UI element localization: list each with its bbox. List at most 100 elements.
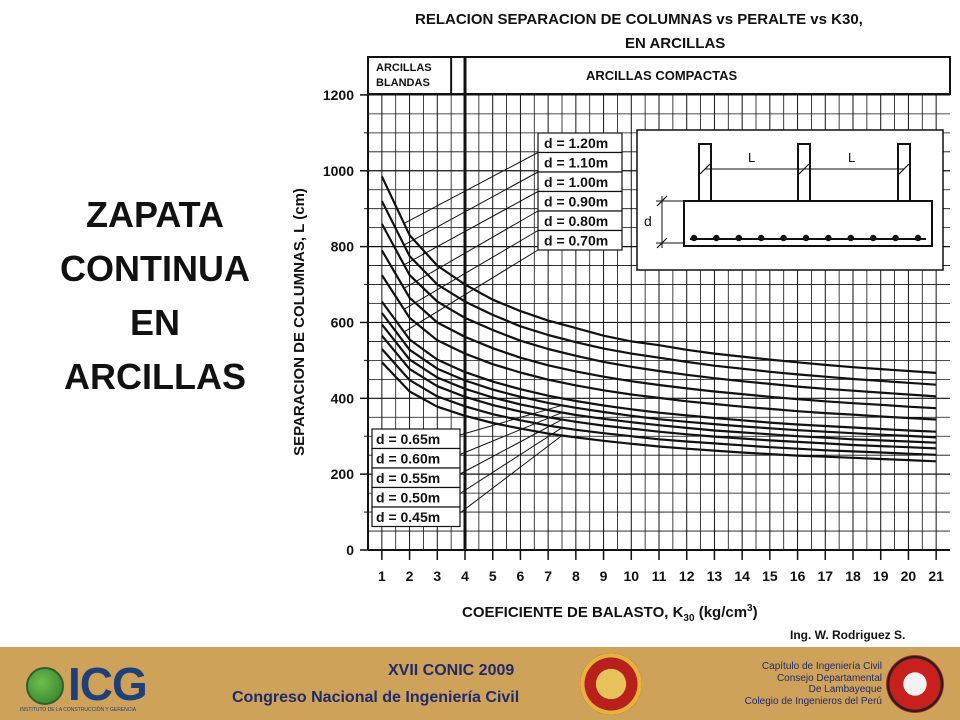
x-tick-label: 21 bbox=[928, 568, 944, 584]
chart-title-line-2: EN ARCILLAS bbox=[625, 35, 725, 52]
legend-label: d = 0.65m bbox=[376, 431, 440, 447]
y-tick-label: 400 bbox=[331, 390, 355, 406]
zone-compact-label: ARCILLAS COMPACTAS bbox=[586, 68, 738, 83]
x-axis-label-part: (kg/cm bbox=[695, 604, 748, 621]
y-axis-label: SEPARACION DE COLUMNAS, L (cm) bbox=[291, 188, 308, 456]
credit-label: Ing. W. Rodriguez S. bbox=[790, 628, 905, 642]
slide-title-line: ZAPATA bbox=[86, 194, 224, 235]
legend-label: d = 1.10m bbox=[544, 155, 608, 171]
icg-logo-subtitle: INSTITUTO DE LA CONSTRUCCIÓN Y GERENCIA bbox=[20, 707, 137, 713]
x-tick-label: 14 bbox=[734, 568, 750, 584]
legend-label: d = 0.80m bbox=[544, 213, 608, 229]
rebar-dot bbox=[825, 234, 832, 242]
x-tick-label: 12 bbox=[679, 568, 695, 584]
inset-depth-label: d bbox=[644, 213, 652, 229]
chapter-info: Capítulo de Ingeniería Civil Consejo Dep… bbox=[745, 661, 882, 707]
series-line bbox=[381, 312, 937, 439]
series-line bbox=[380, 200, 937, 386]
rebar-dot bbox=[892, 234, 899, 242]
x-tick-label: 2 bbox=[406, 568, 414, 584]
rebar-dot bbox=[802, 234, 810, 242]
rebar-dot bbox=[758, 234, 765, 242]
x-tick-label: 15 bbox=[762, 568, 778, 584]
x-tick-label: 1 bbox=[378, 568, 386, 584]
x-tick-label: 11 bbox=[652, 568, 667, 584]
series-line bbox=[380, 223, 937, 398]
legend-label: d = 0.55m bbox=[376, 470, 440, 486]
chart-title: RELACION SEPARACION DE COLUMNAS vs PERAL… bbox=[415, 11, 863, 52]
y-tick-label: 800 bbox=[331, 239, 355, 255]
event-name: XVII CONIC 2009 bbox=[388, 662, 515, 679]
x-axis-label-part: 3 bbox=[747, 603, 753, 614]
rebar-dot bbox=[690, 234, 698, 242]
x-tick-label: 6 bbox=[517, 568, 525, 584]
legend-leader-line bbox=[459, 427, 563, 494]
series-line bbox=[381, 323, 937, 444]
legend-leader-line bbox=[403, 210, 539, 289]
series-line bbox=[380, 249, 937, 410]
legend-leader-line bbox=[459, 404, 563, 436]
legend-label: d = 1.20m bbox=[544, 135, 608, 151]
legend-box bbox=[537, 229, 623, 251]
legend-label: d = 0.60m bbox=[376, 451, 440, 467]
slide-title-line: ARCILLAS bbox=[64, 356, 246, 397]
x-axis-label-part: ) bbox=[753, 604, 758, 621]
inset-span-label: L bbox=[848, 150, 855, 165]
inset-span-label: L bbox=[748, 150, 755, 165]
legend-leader-line bbox=[403, 171, 539, 246]
series-line bbox=[381, 348, 937, 456]
slide-title-line: CONTINUA bbox=[60, 248, 250, 289]
legend-leader-line bbox=[403, 191, 539, 266]
rebar-dot bbox=[870, 234, 877, 242]
chapter-line: Consejo Departamental bbox=[776, 672, 882, 684]
x-tick-label: 4 bbox=[461, 568, 469, 584]
legend-leader-line bbox=[403, 249, 539, 333]
x-tick-label: 7 bbox=[544, 568, 552, 584]
rebar-dot bbox=[914, 234, 922, 242]
x-tick-label: 3 bbox=[433, 568, 441, 584]
conic-seal-icon bbox=[580, 653, 642, 715]
x-axis-label: COEFICIENTE DE BALASTO, K30 (kg/cm3) bbox=[462, 603, 758, 624]
legend-label: d = 1.00m bbox=[544, 174, 608, 190]
x-tick-label: 16 bbox=[790, 568, 806, 584]
rebar-dot bbox=[713, 234, 720, 242]
x-tick-label: 10 bbox=[623, 568, 639, 584]
legend-label: d = 0.50m bbox=[376, 490, 440, 506]
legend-label: d = 0.70m bbox=[544, 233, 608, 249]
y-tick-label: 1000 bbox=[323, 163, 354, 179]
globe-icon bbox=[26, 667, 64, 705]
legend-leader-line bbox=[403, 152, 539, 224]
curves bbox=[380, 176, 937, 463]
rebar-dot bbox=[780, 234, 787, 242]
y-tick-label: 0 bbox=[346, 542, 354, 558]
legend-leader-line bbox=[459, 435, 563, 514]
x-tick-label: 20 bbox=[901, 568, 917, 584]
legend-label: d = 0.45m bbox=[376, 509, 440, 525]
x-tick-label: 13 bbox=[707, 568, 723, 584]
footer-bar: ICG INSTITUTO DE LA CONSTRUCCIÓN Y GEREN… bbox=[0, 647, 960, 720]
icg-logo: ICG INSTITUTO DE LA CONSTRUCCIÓN Y GEREN… bbox=[20, 659, 164, 715]
legend-leader-line bbox=[403, 230, 539, 310]
rebar-dot bbox=[847, 234, 854, 242]
x-tick-label: 9 bbox=[600, 568, 608, 584]
legend: d = 1.20m d = 1.10m d = 1.00m d = 0.90m d = … bbox=[371, 132, 623, 528]
y-tick-label: 200 bbox=[331, 466, 355, 482]
x-axis-label-part: COEFICIENTE DE BALASTO, K bbox=[462, 604, 684, 621]
icg-logo-text: ICG bbox=[68, 658, 148, 710]
chart-title-line-1: RELACION SEPARACION DE COLUMNAS vs PERAL… bbox=[415, 11, 863, 28]
event-subtitle: Congreso Nacional de Ingeniería Civil bbox=[232, 689, 520, 706]
series-line bbox=[381, 300, 937, 433]
rebar-dot bbox=[735, 234, 742, 242]
zone-soft-label-2: BLANDAS bbox=[376, 77, 430, 89]
cip-seal-icon bbox=[886, 655, 944, 713]
x-axis-label-part: 30 bbox=[683, 613, 695, 624]
x-tick-label: 19 bbox=[873, 568, 889, 584]
x-tick-label: 17 bbox=[817, 568, 833, 584]
chart: RELACION SEPARACION DE COLUMNAS vs PERAL… bbox=[291, 11, 951, 642]
chapter-line: Capítulo de Ingeniería Civil bbox=[761, 661, 882, 672]
chapter-line: De Lambayeque bbox=[808, 684, 882, 695]
legend-box bbox=[371, 506, 461, 528]
legend-leader-line bbox=[459, 412, 563, 455]
legend-leader-line bbox=[459, 419, 563, 475]
axes: 1 2 3 4 5 6 7 8 9 10 11 12 13 14 15 16 17 18 19 20 210200400… bbox=[323, 57, 950, 584]
